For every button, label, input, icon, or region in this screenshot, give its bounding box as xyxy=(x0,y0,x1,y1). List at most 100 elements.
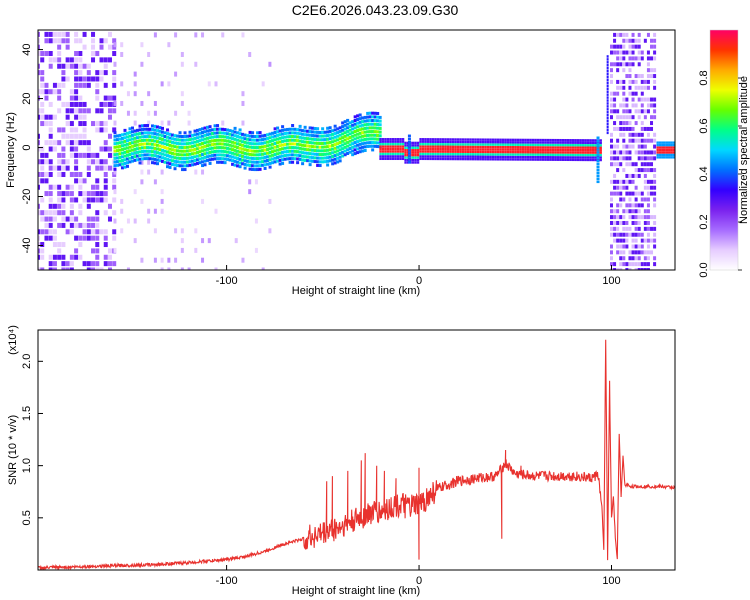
spectrogram-cell xyxy=(201,134,205,138)
spectrogram-cell xyxy=(216,149,220,153)
spectrogram-cell xyxy=(291,124,295,128)
spectrogram-cell xyxy=(288,131,292,135)
spectrogram-cell xyxy=(281,136,285,140)
spectrogram-cell xyxy=(211,132,215,136)
spectrogram-cell xyxy=(481,150,485,154)
spectrogram-cell xyxy=(571,158,575,162)
spectrogram-cell xyxy=(471,150,475,154)
spectrogram-cell xyxy=(634,191,638,196)
spectrogram-cell xyxy=(95,184,100,190)
spectrogram-cell xyxy=(140,198,144,204)
spectrogram-cell xyxy=(278,158,282,162)
spectrogram-frame xyxy=(37,29,676,271)
spectrogram-cell xyxy=(48,184,53,190)
spectrogram-cell xyxy=(203,141,207,145)
spectrogram-cell xyxy=(534,151,537,154)
spectrogram-cell xyxy=(643,150,647,155)
spectrogram-cell xyxy=(539,155,542,159)
spectrogram-cell xyxy=(214,267,218,270)
spectrogram-cell xyxy=(469,153,472,156)
spectrogram-cell xyxy=(579,151,582,154)
spectrogram-cell xyxy=(171,151,175,155)
spectrogram-cell xyxy=(308,155,312,159)
spectrogram-cell xyxy=(156,140,160,144)
spectrogram-cell xyxy=(592,141,595,145)
spectrogram-cell xyxy=(48,133,53,139)
spectrogram-cell xyxy=(74,57,79,63)
spectrogram-cell xyxy=(616,168,620,173)
spectrogram-cell xyxy=(276,126,280,130)
spectrogram-cell xyxy=(461,138,465,141)
spectrogram-cell xyxy=(341,125,345,129)
spectrogram-cell xyxy=(146,157,150,161)
spectrogram-cell xyxy=(194,32,198,38)
spectrogram-cell xyxy=(69,222,74,228)
spectrogram-cell xyxy=(381,147,385,151)
spectrogram-cell xyxy=(394,157,397,161)
spectrogram-cell xyxy=(371,133,375,137)
spectrogram-cell xyxy=(338,148,342,152)
spectrogram-cell xyxy=(541,155,545,159)
spectrogram-cell xyxy=(521,138,525,142)
spectrogram-cell xyxy=(346,133,350,137)
spectrogram-cell xyxy=(201,127,205,131)
spectrogram-cell xyxy=(303,147,307,151)
spectrogram-cell xyxy=(113,149,117,153)
spectrogram-cell xyxy=(128,138,132,142)
spectrogram-cell xyxy=(52,261,57,267)
spectrogram-cell xyxy=(156,132,160,136)
spectrogram-cell xyxy=(148,149,152,153)
spectrogram-cell xyxy=(449,140,452,144)
spectrogram-cell xyxy=(569,146,572,149)
spectrogram-cell xyxy=(296,153,300,157)
spectrogram-cell xyxy=(421,155,425,158)
spectrogram-cell xyxy=(496,153,500,156)
spectrogram-cell xyxy=(544,156,547,159)
spectrogram-cell xyxy=(619,256,623,261)
spectrogram-cell xyxy=(396,152,400,156)
spectrogram-cell xyxy=(44,222,49,228)
spectrogram-cell xyxy=(78,235,83,241)
spectrogram-cell xyxy=(661,146,664,149)
spectrogram-cell xyxy=(188,156,192,160)
spectrogram-cell xyxy=(236,138,240,142)
spectrogram-cell xyxy=(484,150,487,154)
spectrogram-cell xyxy=(494,145,497,149)
spectrogram-cell xyxy=(464,153,467,156)
spectrogram-cell xyxy=(301,143,305,147)
spectrogram-cell xyxy=(223,157,227,161)
spectrogram-cell xyxy=(628,121,632,126)
spectrogram-cell xyxy=(113,218,117,224)
spectrogram-cell xyxy=(318,130,322,134)
spectrogram-cell xyxy=(613,268,617,270)
spectrogram-cell xyxy=(521,153,525,156)
spectrogram-cell xyxy=(311,159,315,163)
spectrogram-cell xyxy=(426,140,430,143)
spectrogram-cell xyxy=(78,82,83,88)
spectrogram-cell xyxy=(356,151,360,155)
spectrogram-cell xyxy=(288,149,292,153)
spectrogram-cell xyxy=(524,138,527,142)
spectrogram-cell xyxy=(82,152,87,158)
spectrogram-cell xyxy=(326,152,330,156)
spectrogram-cell xyxy=(48,31,53,37)
spectrogram-cell xyxy=(191,159,195,163)
spectrogram-cell xyxy=(331,158,335,162)
spectrogram-cell xyxy=(634,244,638,249)
spectrogram-cell xyxy=(439,150,442,153)
spectrogram-cell xyxy=(107,261,112,267)
spectrogram-cell xyxy=(113,167,117,171)
spectrogram-cell xyxy=(556,148,560,152)
spectrogram-cell xyxy=(52,57,57,63)
spectrogram-cell xyxy=(469,138,472,141)
spectrogram-cell xyxy=(628,79,632,84)
spectrogram-cell xyxy=(193,158,197,162)
spectrogram-cell xyxy=(213,149,217,153)
spectrogram-cell xyxy=(424,142,427,146)
spectrogram-cell xyxy=(596,171,600,175)
spectrogram-cell xyxy=(356,147,360,151)
spectrogram-cell xyxy=(653,97,657,102)
spectrogram-cell xyxy=(61,242,66,248)
spectrogram-cell xyxy=(273,145,277,149)
spectrogram-cell xyxy=(86,261,91,267)
